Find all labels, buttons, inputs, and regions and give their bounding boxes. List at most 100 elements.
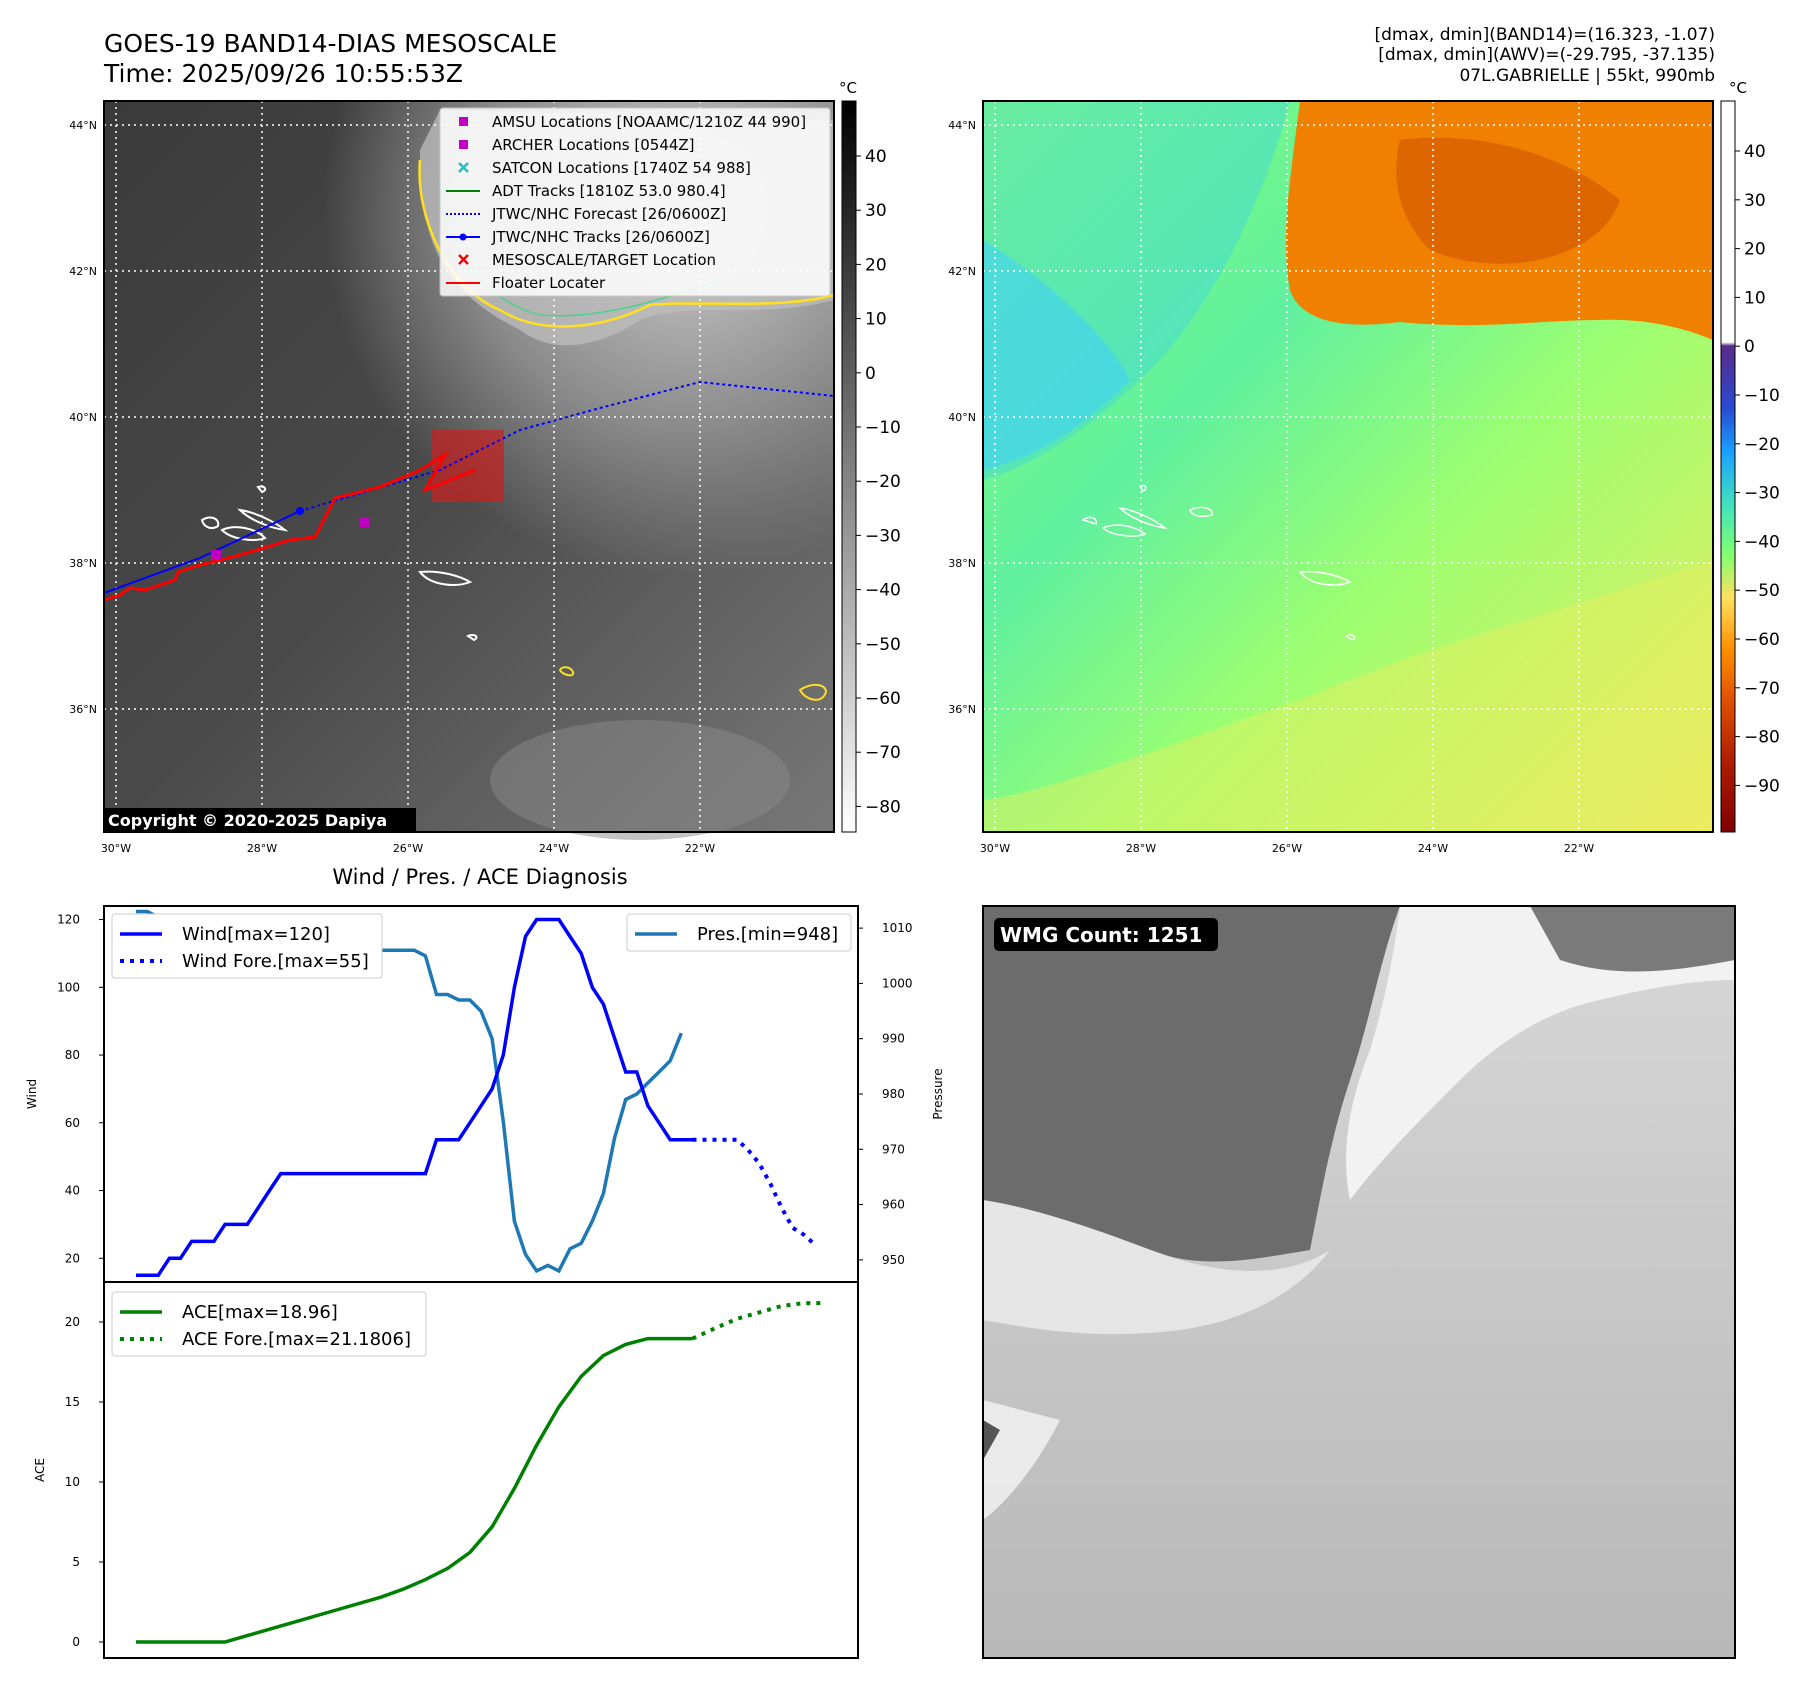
ir-colorbar-ticks: 40 30 20 10 0 −10 −20 −30 −40 −50 −60 −70 −80 bbox=[856, 147, 901, 817]
ace-ytick-label: 10 bbox=[65, 1475, 80, 1489]
pressure-ytick-label: 1000 bbox=[882, 976, 913, 990]
ace-ytick-label: 15 bbox=[65, 1395, 80, 1409]
wv-lat-label: 44°N bbox=[948, 119, 976, 132]
copyright-text: Copyright © 2020-2025 Dapiya bbox=[108, 811, 387, 830]
legend-item: ADT Tracks [1810Z 53.0 980.4] bbox=[446, 182, 726, 200]
wv-lon-label: 26°W bbox=[1272, 842, 1302, 855]
wv-colorbar-tick-label: −20 bbox=[1744, 435, 1780, 455]
wv-gridlines bbox=[983, 101, 1713, 832]
wv-colorbar-tick-label: −60 bbox=[1744, 630, 1780, 650]
ir-colorbar-tick-label: −40 bbox=[865, 581, 901, 601]
stats-line-1: [dmax, dmin](BAND14)=(16.323, -1.07) bbox=[1374, 25, 1715, 45]
legend-label: Floater Locater bbox=[492, 274, 606, 292]
pressure-ytick-label: 980 bbox=[882, 1087, 905, 1101]
ir-colorbar-tick-label: −80 bbox=[865, 797, 901, 817]
ir-colorbar-tick-label: −20 bbox=[865, 472, 901, 492]
amsu-location-marker bbox=[360, 517, 370, 527]
ace-ytick-label: 5 bbox=[72, 1555, 80, 1569]
wv-lon-label: 28°W bbox=[1126, 842, 1156, 855]
pressure-ytick-label: 990 bbox=[882, 1032, 905, 1046]
wv-lat-label: 42°N bbox=[948, 265, 976, 278]
jtwc-track-point bbox=[296, 507, 304, 515]
legend-item: ARCHER Locations [0544Z] bbox=[459, 136, 695, 154]
floater-locater-track bbox=[103, 450, 476, 602]
ace-axis-label: ACE bbox=[33, 1458, 47, 1482]
ir-colorbar-tick-label: −30 bbox=[865, 526, 901, 546]
ace-series-line bbox=[136, 1336, 693, 1644]
diag-title: Wind / Pres. / ACE Diagnosis bbox=[332, 865, 627, 889]
legend-label: JTWC/NHC Tracks [26/0600Z] bbox=[491, 228, 710, 246]
title-line-2: Time: 2025/09/26 10:55:53Z bbox=[103, 59, 463, 88]
legend-label: AMSU Locations [NOAAMC/1210Z 44 990] bbox=[492, 113, 806, 131]
legend-label: JTWC/NHC Forecast [26/0600Z] bbox=[491, 205, 726, 223]
wv-colorbar-tick-label: −80 bbox=[1744, 728, 1780, 748]
legend-marker-square bbox=[459, 117, 468, 126]
ace-legend-label: ACE Fore.[max=21.1806] bbox=[182, 1329, 411, 1350]
wv-moist-core bbox=[1396, 137, 1620, 264]
ir-lat-label: 44°N bbox=[69, 119, 97, 132]
wind-forecast-line bbox=[692, 1137, 817, 1247]
legend-item: AMSU Locations [NOAAMC/1210Z 44 990] bbox=[459, 113, 806, 131]
legend-label: SATCON Locations [1740Z 54 988] bbox=[492, 159, 751, 177]
ir-colorbar-tick-label: −50 bbox=[865, 635, 901, 655]
wv-colorbar-tick-label: −40 bbox=[1744, 532, 1780, 552]
ir-lon-label: 28°W bbox=[247, 842, 277, 855]
wv-colorbar-tick-label: −50 bbox=[1744, 581, 1780, 601]
pressure-legend-label: Pres.[min=948] bbox=[697, 924, 838, 945]
ir-colorbar-tick-label: 0 bbox=[865, 364, 876, 384]
pressure-ytick-label: 970 bbox=[882, 1142, 905, 1156]
wv-colorbar-bar bbox=[1720, 100, 1736, 833]
ir-lon-label: 26°W bbox=[393, 842, 423, 855]
ir-colorbar-tick-label: 20 bbox=[865, 255, 887, 275]
wv-map-panel bbox=[982, 100, 1714, 833]
ir-islands bbox=[200, 485, 478, 642]
wind-ytick-label: 100 bbox=[57, 980, 80, 994]
ace-chart: 0 5 10 15 20 ACE ACE[max=18.96] ACE Fore.[max=2… bbox=[33, 1281, 859, 1659]
mesoscale-target-box bbox=[432, 430, 504, 502]
ir-cloud-patch bbox=[490, 720, 790, 840]
legend-item: JTWC/NHC Forecast [26/0600Z] bbox=[446, 205, 726, 223]
wv-colorbar-tick-label: 10 bbox=[1744, 288, 1766, 308]
wmg-label-box bbox=[994, 918, 1218, 951]
wv-colorbar: °C 40 30 20 10 0 −10 −20 −30 −40 −50 −60 −70 −80 −90 bbox=[1720, 79, 1780, 833]
wv-colorbar-unit: °C bbox=[1729, 79, 1747, 97]
wv-lat-label: 38°N bbox=[948, 557, 976, 570]
wmg-count-label: WMG Count: 1251 bbox=[1000, 923, 1202, 947]
title-line-1: GOES-19 BAND14-DIAS MESOSCALE bbox=[104, 29, 557, 58]
wv-axis-labels: 44°N 42°N 40°N 38°N 36°N 30°W 28°W 26°W 24°W 22°W bbox=[948, 119, 1594, 855]
wmg-dark-notch bbox=[983, 1420, 1000, 1460]
pressure-ytick-label: 960 bbox=[882, 1198, 905, 1212]
ir-axis-labels: 44°N 42°N 40°N 38°N 36°N 30°W 28°W 26°W 24°W 22°W bbox=[69, 119, 715, 855]
wv-lat-label: 40°N bbox=[948, 411, 976, 424]
stats-line-2: [dmax, dmin](AWV)=(-29.795, -37.135) bbox=[1378, 45, 1715, 65]
ir-lat-label: 36°N bbox=[69, 703, 97, 716]
wind-series-line bbox=[136, 917, 693, 1277]
wv-lon-label: 24°W bbox=[1418, 842, 1448, 855]
ir-contour-small-2 bbox=[798, 684, 828, 701]
wind-legend-label: Wind Fore.[max=55] bbox=[182, 951, 369, 972]
archer-location-marker bbox=[211, 550, 221, 560]
ace-forecast-line bbox=[691, 1301, 826, 1341]
ir-contour-yellow bbox=[418, 159, 835, 328]
ir-lon-label: 30°W bbox=[101, 842, 131, 855]
ir-colorbar-tick-label: −10 bbox=[865, 418, 901, 438]
ir-contour-small bbox=[558, 666, 575, 677]
wmg-dark-region bbox=[983, 906, 1400, 1262]
wv-lon-label: 22°W bbox=[1564, 842, 1594, 855]
wmg-panel: WMG Count: 1251 bbox=[982, 905, 1736, 1659]
ir-colorbar-tick-label: 40 bbox=[865, 147, 887, 167]
wv-colorbar-tick-label: −30 bbox=[1744, 484, 1780, 504]
wind-ytick-label: 60 bbox=[65, 1116, 80, 1130]
wv-colorbar-ticks: 40 30 20 10 0 −10 −20 −30 −40 −50 −60 −70 −80 −90 bbox=[1735, 142, 1780, 796]
legend-marker-square bbox=[459, 140, 468, 149]
wv-colorbar-tick-label: 0 bbox=[1744, 337, 1755, 357]
wv-map-frame bbox=[982, 100, 1714, 833]
wmg-frame bbox=[982, 905, 1736, 1659]
wind-legend-box bbox=[111, 913, 383, 979]
wv-lon-label: 30°W bbox=[980, 842, 1010, 855]
legend-item: SATCON Locations [1740Z 54 988] bbox=[458, 159, 751, 177]
legend-label: ADT Tracks [1810Z 53.0 980.4] bbox=[492, 182, 726, 200]
legend-item: Floater Locater bbox=[446, 274, 606, 292]
wind-ytick-label: 40 bbox=[65, 1184, 80, 1198]
